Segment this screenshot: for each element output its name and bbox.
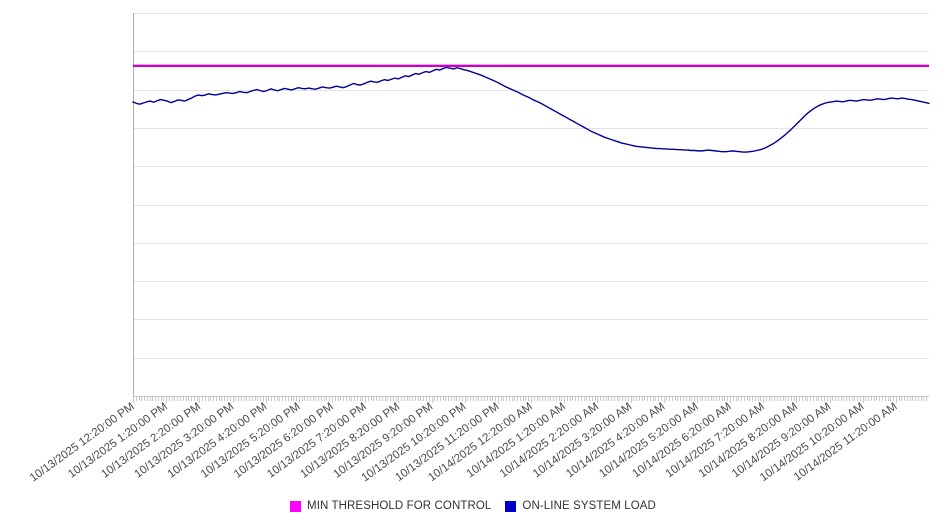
legend-item-min-threshold[interactable]: MIN THRESHOLD FOR CONTROL bbox=[290, 500, 491, 512]
legend-swatch-min-threshold bbox=[290, 500, 302, 512]
legend-swatch-on-line-system-load bbox=[505, 500, 517, 512]
legend-label-min-threshold: MIN THRESHOLD FOR CONTROL bbox=[307, 500, 492, 512]
legend-label-on-line-system-load: ON-LINE SYSTEM LOAD bbox=[522, 500, 656, 512]
legend-item-on-line-system-load[interactable]: ON-LINE SYSTEM LOAD bbox=[505, 500, 656, 512]
chart-legend: MIN THRESHOLD FOR CONTROL ON-LINE SYSTEM… bbox=[0, 494, 946, 518]
series-line-on-line-system-load bbox=[132, 66, 930, 153]
